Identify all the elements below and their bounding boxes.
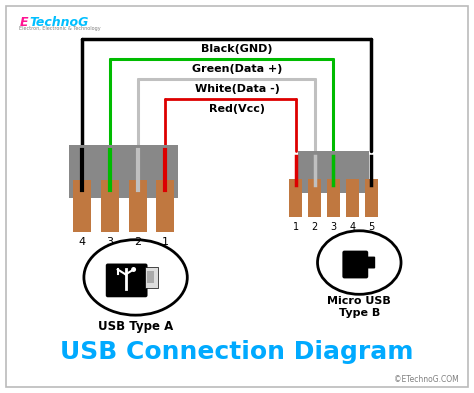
Text: Red(Vcc): Red(Vcc) (209, 104, 265, 114)
Text: 3: 3 (330, 222, 337, 232)
Text: E: E (19, 16, 28, 29)
FancyBboxPatch shape (365, 257, 375, 268)
FancyBboxPatch shape (342, 251, 368, 278)
FancyBboxPatch shape (156, 180, 174, 232)
FancyBboxPatch shape (308, 179, 321, 217)
FancyBboxPatch shape (101, 180, 118, 232)
Text: Green(Data +): Green(Data +) (192, 64, 282, 74)
Text: 1: 1 (292, 222, 299, 232)
Text: 2: 2 (134, 237, 141, 247)
FancyBboxPatch shape (298, 151, 369, 193)
Text: 3: 3 (106, 237, 113, 247)
Text: 4: 4 (78, 237, 85, 247)
FancyBboxPatch shape (346, 179, 359, 217)
FancyBboxPatch shape (327, 179, 340, 217)
Text: White(Data -): White(Data -) (194, 84, 280, 94)
Text: Electron, Electronic & Technology: Electron, Electronic & Technology (19, 26, 101, 31)
Text: 2: 2 (311, 222, 318, 232)
FancyBboxPatch shape (365, 179, 378, 217)
Circle shape (131, 267, 136, 272)
FancyBboxPatch shape (145, 266, 158, 288)
FancyBboxPatch shape (146, 272, 155, 283)
Text: USB Connection Diagram: USB Connection Diagram (60, 340, 414, 364)
FancyBboxPatch shape (6, 6, 468, 387)
Text: 1: 1 (162, 237, 169, 247)
Text: 4: 4 (349, 222, 356, 232)
FancyBboxPatch shape (69, 145, 178, 198)
Text: 5: 5 (368, 222, 374, 232)
FancyBboxPatch shape (106, 264, 147, 297)
FancyBboxPatch shape (128, 180, 146, 232)
Text: TechnoG: TechnoG (29, 16, 89, 29)
Text: USB Type A: USB Type A (98, 320, 173, 333)
FancyBboxPatch shape (73, 180, 91, 232)
Text: ©ETechnoG.COM: ©ETechnoG.COM (394, 375, 459, 384)
Text: Micro USB
Type B: Micro USB Type B (328, 296, 391, 318)
FancyBboxPatch shape (289, 179, 302, 217)
Text: Black(GND): Black(GND) (201, 44, 273, 54)
